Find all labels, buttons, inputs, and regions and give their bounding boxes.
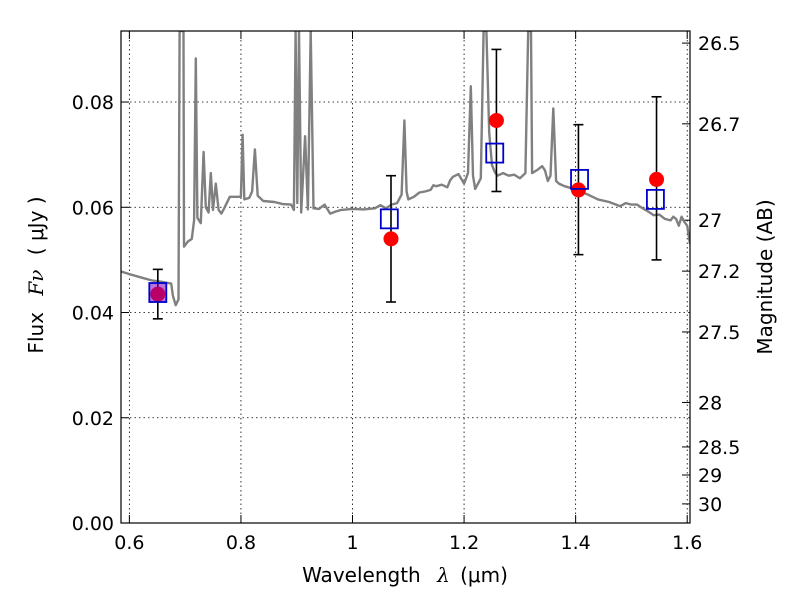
x-tick-label: 1 [346,532,358,554]
x-tick-label: 1.4 [561,532,591,554]
y-axis-label-unit: ( μJy ) [24,196,48,255]
observed-point [570,182,586,198]
plot-frame [120,30,691,524]
observed-point [649,171,665,187]
x-tick-label: 0.6 [114,532,144,554]
model-square [485,142,505,164]
model-square [570,168,589,190]
y2-tick-label: 27 [698,210,722,232]
model-square [646,188,665,210]
observed-points [150,112,665,302]
model-square [379,208,399,230]
y-tick-label: 0.04 [72,303,114,325]
y-tick-label: 0.06 [72,197,114,219]
y2-tick-label: 26.5 [698,33,740,55]
x-axis-label-unit: (μm) [460,563,508,587]
y2-tick-label: 28.5 [698,437,740,459]
y2-tick-label: 28 [698,392,722,414]
x-axis-label-text: Wavelength [302,563,421,587]
x-tick-label: 0.8 [226,532,256,554]
model-photometry-points [148,142,665,303]
y2-tick-label: 27.2 [698,261,740,283]
y2-tick-label: 30 [698,494,722,516]
x-tick-labels: 0.6 0.8 1 1.2 1.4 1.6 [114,532,702,554]
y2-tick-label: 29 [698,465,722,487]
y2-axis-label: Magnitude (AB) [753,199,777,354]
y-tick-labels: 0.00 0.02 0.04 0.06 0.08 [72,92,114,535]
observed-point [383,231,399,247]
y-axis-label-text: Flux [24,312,48,354]
y-tick-label: 0.08 [72,92,114,114]
y-tick-label: 0.02 [72,408,114,430]
model-spectrum [121,31,690,307]
y-tick-label: 0.00 [72,513,114,535]
x-tick-label: 1.6 [672,532,702,554]
grid-lines [121,31,690,524]
y-axis-label: Flux Fν ( μJy ) [24,196,48,353]
y-axis-label-symbol: Fν [24,270,48,297]
x-axis-label: Wavelength λ (μm) [302,563,508,587]
model-square [148,282,168,303]
observed-point [488,112,504,128]
y2-tick-labels: 26.5 26.7 27 27.2 27.5 28 28.5 29 30 [698,33,740,516]
x-tick-label: 1.2 [449,532,479,554]
spectrum-line [121,31,690,307]
x-axis-label-symbol: λ [436,563,450,587]
axis-ticks [121,31,690,524]
y2-tick-label: 26.7 [698,114,740,136]
y2-tick-label: 27.5 [698,322,740,344]
